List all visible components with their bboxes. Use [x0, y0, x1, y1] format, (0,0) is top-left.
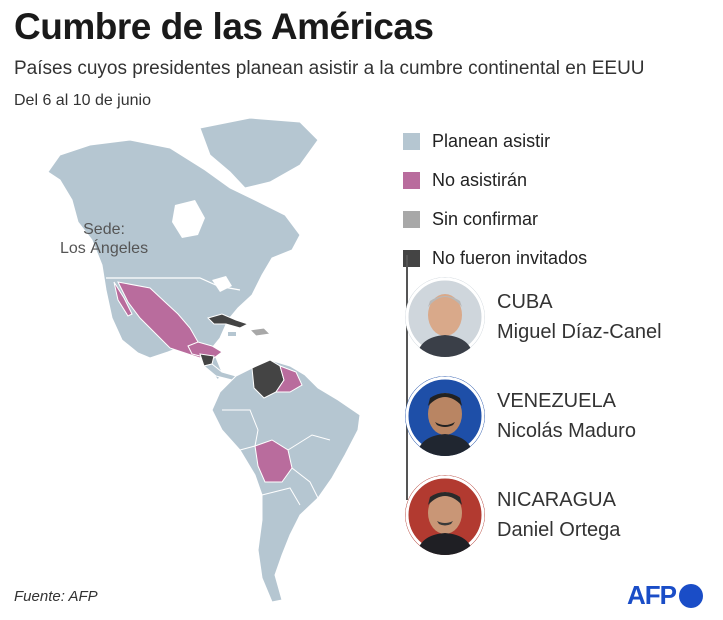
leader-country: NICARAGUA	[497, 489, 616, 511]
legend-label: Sin confirmar	[432, 209, 539, 229]
map-hudson-bay	[172, 200, 205, 238]
map-bolivia	[254, 439, 293, 483]
venue-label: Sede: Los Ángeles	[60, 220, 148, 258]
legend-label: No fueron invitados	[432, 248, 588, 268]
page-title: Cumbre de las Américas	[14, 6, 434, 47]
portrait-avatar	[405, 376, 485, 456]
afp-logo-dot-icon	[679, 583, 703, 608]
afp-logo-text: AFP	[627, 580, 677, 610]
legend-swatch	[403, 211, 420, 228]
map-hispaniola	[248, 327, 272, 337]
map-jamaica	[228, 332, 236, 336]
leader-name: Nicolás Maduro	[497, 420, 636, 442]
legend: Planean asistir No asistirán Sin confirm…	[403, 122, 587, 278]
leader-nicaragua: NICARAGUA Daniel Ortega	[405, 475, 620, 555]
americas-map	[47, 117, 361, 603]
afp-logo: AFP	[627, 580, 703, 611]
legend-label: No asistirán	[432, 170, 528, 190]
map-us-canada-border	[106, 277, 241, 291]
map-cuba	[207, 313, 250, 329]
venue-label-line1: Sede:	[83, 221, 125, 238]
legend-item-unconfirmed: Sin confirmar	[403, 200, 587, 239]
leaders-connector-line	[406, 255, 408, 500]
map-guyanas	[275, 365, 303, 393]
map-south-america	[211, 359, 361, 603]
map-central-america-north	[187, 341, 223, 359]
legend-swatch	[403, 133, 420, 150]
leader-cuba: CUBA Miguel Díaz-Canel	[405, 277, 662, 357]
leader-country: CUBA	[497, 291, 553, 313]
leader-name: Daniel Ortega	[497, 519, 621, 541]
source-credit: Fuente: AFP	[14, 588, 98, 605]
legend-item-not-attend: No asistirán	[403, 161, 587, 200]
leader-venezuela: VENEZUELA Nicolás Maduro	[405, 376, 636, 456]
leader-country: VENEZUELA	[497, 390, 616, 412]
map-greenland	[199, 117, 319, 189]
map-baja-california	[113, 281, 133, 317]
map-south-america-borders	[222, 409, 331, 506]
date-range: Del 6 al 10 de junio	[14, 92, 151, 109]
legend-item-attend: Planean asistir	[403, 122, 587, 161]
portrait-avatar	[405, 475, 485, 555]
portrait-avatar	[405, 277, 485, 357]
legend-label: Planean asistir	[432, 131, 551, 151]
legend-item-not-invited: No fueron invitados	[403, 239, 587, 278]
leader-name: Miguel Díaz-Canel	[497, 321, 662, 343]
page-subtitle: Países cuyos presidentes planean asistir…	[14, 58, 645, 79]
venue-label-line2: Los Ángeles	[60, 240, 149, 257]
legend-swatch	[403, 172, 420, 189]
